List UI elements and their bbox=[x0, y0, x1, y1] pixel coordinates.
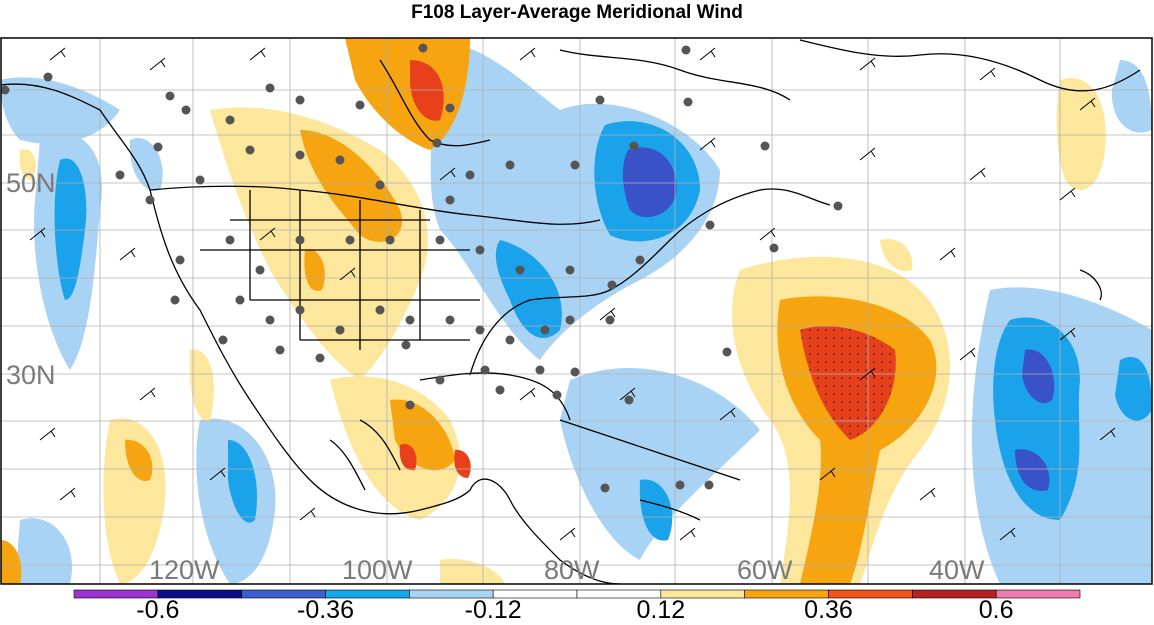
coastlines bbox=[1, 39, 1141, 584]
lon-label-80w: 80W bbox=[544, 555, 600, 585]
station-dots bbox=[1, 43, 843, 493]
colorbar-tick-label: 0.12 bbox=[636, 596, 686, 624]
lat-label-50n: 50N bbox=[6, 168, 56, 198]
colorbar-tick-label: -0.6 bbox=[136, 596, 180, 624]
colorbar-swatch bbox=[995, 589, 1081, 599]
strong-negative-quebec bbox=[622, 147, 677, 218]
positive-region-hudson bbox=[345, 38, 470, 150]
lon-label-100w: 100W bbox=[342, 555, 413, 585]
negative-core-west bbox=[54, 158, 87, 300]
negative-region-caribbean bbox=[560, 368, 760, 560]
graticule bbox=[1, 38, 1152, 584]
lon-label-120w: 120W bbox=[149, 555, 220, 585]
colorbar bbox=[73, 589, 1081, 599]
colorbar-tick-label: 0.36 bbox=[804, 596, 853, 624]
colorbar-tick-label: 0.6 bbox=[978, 596, 1014, 624]
wind-barbs bbox=[29, 47, 1116, 541]
shaded-contours bbox=[1, 38, 1152, 584]
colorbar-tick-label: -0.36 bbox=[297, 596, 354, 624]
lon-label-60w: 60W bbox=[737, 555, 793, 585]
lat-label-30n: 30N bbox=[6, 360, 56, 390]
map-frame bbox=[0, 37, 1153, 585]
colorbar-tick-label: -0.12 bbox=[464, 596, 522, 624]
lon-label-40w: 40W bbox=[929, 555, 985, 585]
positive-core-plains bbox=[300, 130, 402, 242]
map-title: F108 Layer-Average Meridional Wind bbox=[411, 2, 743, 23]
